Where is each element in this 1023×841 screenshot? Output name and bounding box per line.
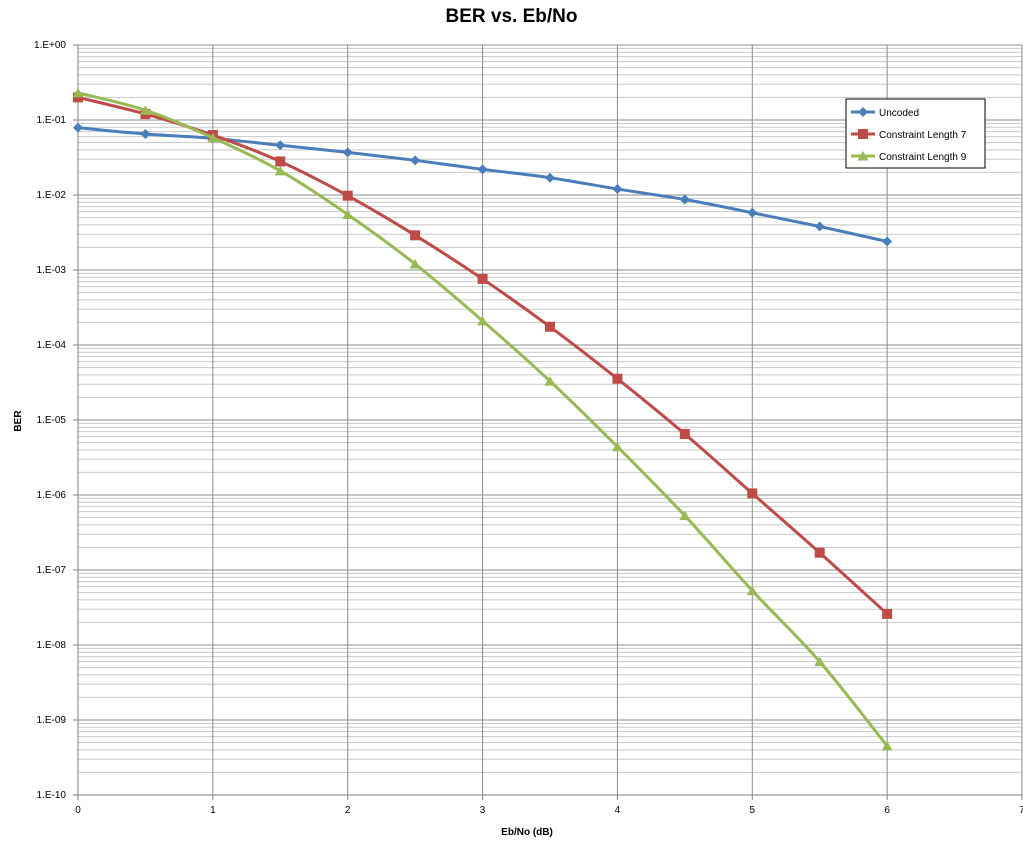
y-tick-label: 1.E-04: [37, 340, 67, 351]
axes-layer: 1.E+00 1.E-01 1.E-02 1.E-03 1.E-04 1.E-05 1.E-…: [34, 40, 1023, 816]
legend-marker: [857, 151, 869, 161]
data-point: [342, 209, 354, 219]
legend-marker: [858, 129, 868, 139]
y-tick-label: 1.E+00: [34, 40, 66, 51]
data-point: [545, 172, 555, 183]
data-point: [140, 129, 151, 140]
data-point: [410, 230, 421, 241]
legend-marker: [858, 107, 868, 117]
data-point: [73, 122, 83, 133]
y-tick-label: 1.E-02: [37, 190, 67, 201]
data-point: [679, 194, 690, 205]
data-point: [139, 105, 151, 115]
x-tick-label: 6: [884, 805, 890, 816]
x-tick-label: 1: [210, 805, 216, 816]
data-point: [881, 741, 893, 751]
data-point: [72, 87, 84, 98]
y-tick-label: 1.E-08: [37, 640, 67, 651]
data-point: [679, 510, 691, 521]
data-point: [679, 429, 690, 440]
data-point: [275, 140, 286, 151]
data-point: [477, 315, 489, 326]
data-point: [814, 547, 825, 558]
data-point: [545, 321, 555, 332]
data-point: [612, 184, 623, 195]
data-point: [275, 156, 286, 167]
y-tick-label: 1.E-01: [37, 115, 67, 126]
data-point: [814, 656, 826, 667]
data-point: [882, 608, 893, 619]
x-tick-label: 7: [1019, 805, 1023, 816]
data-point: [274, 165, 286, 176]
data-point: [612, 373, 623, 384]
series-layer: [72, 87, 893, 751]
data-point: [342, 190, 353, 201]
y-tick-label: 1.E-05: [37, 415, 67, 426]
data-point: [882, 236, 893, 247]
legend-label: Uncoded: [879, 108, 919, 119]
chart-title: BER vs. Eb/No: [445, 6, 578, 27]
x-axis-label: Eb/No (dB): [501, 827, 553, 838]
legend: Uncoded Constraint Length 7 Constraint Len…: [845, 98, 986, 169]
legend-label: Constraint Length 7: [879, 130, 967, 141]
x-tick-label: 2: [345, 805, 351, 816]
legend-label: Constraint Length 9: [879, 152, 967, 163]
data-point: [611, 441, 623, 452]
data-point: [814, 221, 825, 232]
y-tick-label: 1.E-09: [37, 715, 67, 726]
x-tick-label: 5: [750, 805, 756, 816]
y-tick-label: 1.E-07: [37, 565, 67, 576]
y-tick-label: 1.E-10: [37, 790, 67, 801]
data-point: [544, 376, 556, 386]
legend-item: Uncoded: [851, 107, 919, 119]
y-tick-label: 1.E-06: [37, 490, 67, 501]
series-constraint-length-9: [72, 87, 893, 751]
data-point: [477, 164, 488, 175]
data-point: [410, 155, 421, 166]
data-point: [746, 585, 758, 596]
data-point: [477, 273, 488, 284]
data-point: [747, 488, 758, 499]
x-tick-label: 3: [480, 805, 486, 816]
data-point: [207, 132, 219, 143]
legend-item: Constraint Length 9: [851, 151, 967, 163]
y-axis-label: BER: [13, 410, 24, 432]
x-tick-label: 0: [75, 805, 81, 816]
data-point: [73, 92, 83, 103]
x-tick-label: 4: [615, 805, 621, 816]
data-point: [747, 207, 758, 218]
data-point: [342, 147, 353, 158]
data-point: [409, 259, 421, 269]
y-tick-label: 1.E-03: [37, 265, 67, 276]
legend-item: Constraint Length 7: [851, 129, 967, 141]
